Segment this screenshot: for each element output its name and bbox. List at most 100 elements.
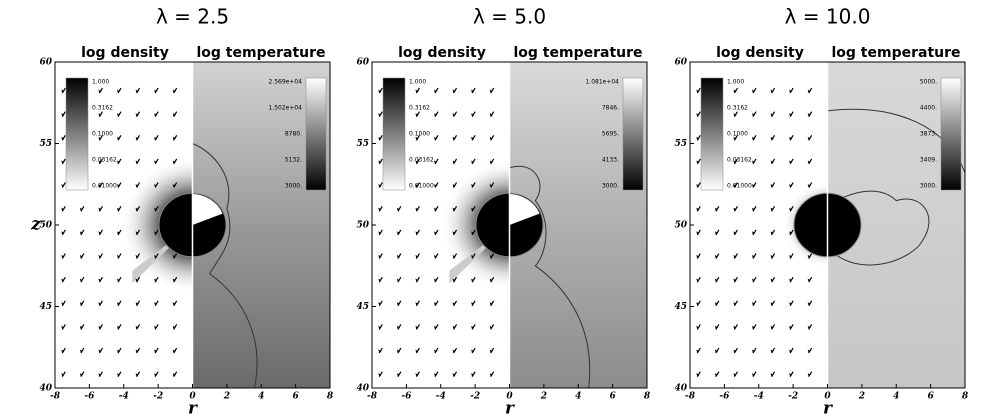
arrow-head bbox=[117, 255, 120, 259]
arrow-head bbox=[696, 231, 700, 235]
arrow-head bbox=[61, 160, 65, 164]
arrow-head bbox=[415, 349, 419, 354]
arrow-head bbox=[396, 373, 400, 377]
arrow-head bbox=[378, 373, 382, 377]
arrow-head bbox=[789, 373, 793, 377]
arrow-head bbox=[752, 113, 755, 117]
x-tick-label: 6 bbox=[609, 392, 616, 402]
y-tick-label: 50 bbox=[674, 221, 687, 231]
colorbar-label: 0.01000 bbox=[409, 183, 434, 190]
colorbar-label: 0.3162 bbox=[92, 105, 113, 112]
panel-title: λ = 5.0 bbox=[473, 5, 546, 29]
arrow-head bbox=[135, 373, 139, 377]
arrow-head bbox=[98, 207, 102, 212]
x-tick-label: 4 bbox=[893, 392, 899, 402]
arrow-head bbox=[434, 136, 437, 141]
temperature-colorbar bbox=[940, 77, 962, 191]
arrow-head bbox=[789, 160, 793, 164]
arrow-head bbox=[396, 349, 400, 354]
arrow-head bbox=[471, 89, 475, 94]
panel: -8 -6 -4 -2 0 2 4 6 8 40 45 50 55 60 λ = 5.0 log densit… bbox=[356, 5, 650, 418]
arrow-head bbox=[98, 278, 102, 283]
density-colorbar bbox=[65, 77, 89, 191]
arrow-head bbox=[789, 325, 793, 330]
right-label: log temperature bbox=[196, 45, 325, 61]
arrow-head bbox=[79, 278, 83, 283]
arrow-head bbox=[434, 325, 437, 330]
arrow-head bbox=[154, 373, 158, 377]
arrow-head bbox=[434, 373, 437, 377]
arrow-head bbox=[770, 278, 774, 283]
arrow-head bbox=[135, 349, 139, 354]
arrow-head bbox=[807, 136, 811, 141]
colorbar-label: 1.000 bbox=[727, 79, 744, 86]
arrow-head bbox=[61, 278, 65, 283]
arrow-head bbox=[61, 373, 65, 377]
arrow-head bbox=[770, 113, 774, 117]
arrow-head bbox=[378, 160, 382, 164]
arrow-head bbox=[415, 184, 419, 188]
x-tick-label: 2 bbox=[223, 392, 230, 402]
arrow-head bbox=[696, 373, 700, 377]
arrow-head bbox=[471, 136, 475, 141]
y-tick-label: 40 bbox=[674, 384, 687, 394]
arrow-head bbox=[117, 160, 120, 164]
arrow-head bbox=[415, 325, 419, 330]
arrow-head bbox=[98, 231, 102, 235]
arrow-head bbox=[471, 302, 475, 306]
arrow-head bbox=[117, 373, 120, 377]
panel-title: λ = 10.0 bbox=[785, 5, 871, 29]
arrow-head bbox=[471, 325, 475, 330]
panel: -8 -6 -4 -2 0 2 4 6 8 40 45 50 55 60 λ = 10.0 log densi… bbox=[674, 5, 968, 418]
arrow-head bbox=[61, 113, 65, 117]
arrow-head bbox=[452, 113, 456, 117]
arrow-head bbox=[452, 160, 456, 164]
arrow-head bbox=[752, 231, 755, 235]
arrow-head bbox=[79, 207, 83, 212]
colorbar-label: 0.3162 bbox=[727, 105, 748, 112]
colorbar-label: 0.01000 bbox=[92, 183, 117, 190]
arrow-head bbox=[752, 373, 755, 377]
x-tick-label: 0 bbox=[189, 392, 196, 402]
arrow-head bbox=[117, 231, 120, 235]
arrow-head bbox=[79, 231, 83, 235]
arrow-head bbox=[733, 278, 737, 283]
arrow-head bbox=[117, 136, 120, 141]
arrow-head bbox=[378, 136, 382, 141]
arrow-head bbox=[733, 231, 737, 235]
right-label: log temperature bbox=[513, 45, 642, 61]
colorbar-label: 3000. bbox=[285, 183, 302, 190]
arrow-head bbox=[807, 325, 811, 330]
arrow-head bbox=[154, 255, 158, 259]
arrow-head bbox=[79, 373, 83, 377]
temperature-colorbar bbox=[622, 77, 644, 191]
arrow-head bbox=[789, 113, 793, 117]
arrow-head bbox=[434, 160, 437, 164]
arrow-head bbox=[135, 160, 139, 164]
arrow-head bbox=[434, 231, 437, 235]
arrow-head bbox=[714, 325, 718, 330]
y-tick-label: 55 bbox=[674, 139, 687, 149]
x-tick-label: -2 bbox=[470, 392, 480, 402]
arrow-head bbox=[752, 278, 755, 283]
arrow-head bbox=[807, 349, 811, 354]
arrow-head bbox=[733, 207, 737, 212]
arrow-head bbox=[98, 184, 102, 188]
arrow-head bbox=[696, 136, 700, 141]
y-tick-label: 50 bbox=[356, 221, 369, 231]
arrow-head bbox=[434, 207, 437, 212]
arrow-head bbox=[807, 278, 811, 283]
arrow-head bbox=[61, 349, 65, 354]
arrow-head bbox=[789, 136, 793, 141]
colorbar-label: 8780. bbox=[285, 131, 302, 138]
arrow-head bbox=[770, 89, 774, 94]
x-tick-label: -6 bbox=[84, 392, 95, 402]
arrow-head bbox=[452, 255, 456, 259]
colorbar-label: 1.000 bbox=[409, 79, 426, 86]
arrow-head bbox=[471, 160, 475, 164]
arrow-head bbox=[789, 89, 793, 94]
density-colorbar bbox=[700, 77, 724, 191]
arrow-head bbox=[378, 207, 382, 212]
colorbar-label: 0.03162 bbox=[92, 157, 117, 164]
arrow-head bbox=[696, 207, 700, 212]
